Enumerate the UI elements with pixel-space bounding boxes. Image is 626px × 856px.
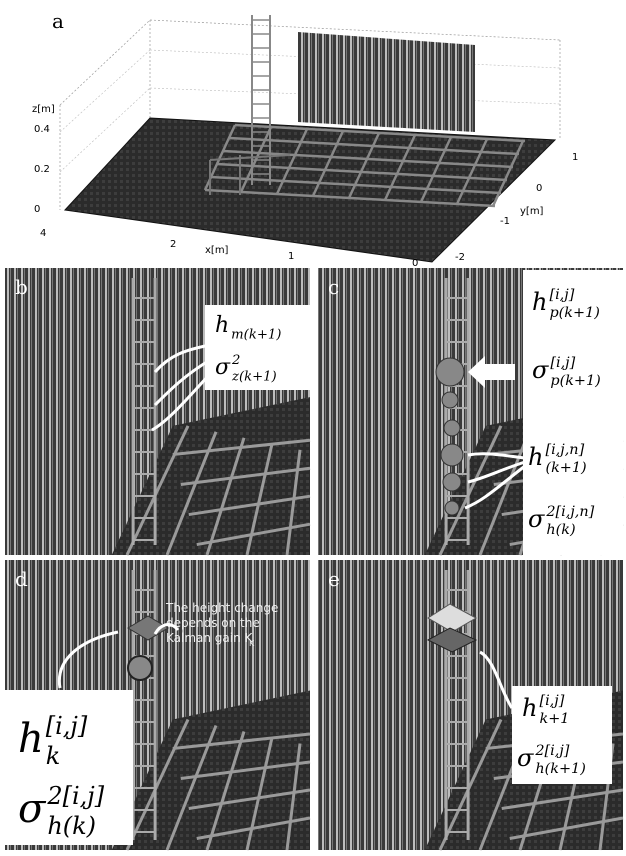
particle (436, 358, 464, 386)
math-sub: k+1 (539, 711, 569, 727)
note-text: depends on the (166, 616, 260, 630)
math-sub: p(k+1) (550, 373, 600, 389)
math-sub: h(k) (47, 812, 96, 840)
math-sup: 2 (231, 353, 240, 368)
math-base: h (215, 313, 229, 338)
math-sup: [i,j] (46, 712, 88, 740)
math-base: σ (18, 786, 47, 832)
panel-label: d (15, 567, 28, 591)
math-base: h (18, 716, 44, 762)
math-base: h (532, 288, 547, 316)
x-tick-label: 2 (170, 239, 176, 250)
panel-label: a (52, 9, 64, 33)
particle (444, 420, 460, 436)
axis-label: z[m] (32, 104, 55, 115)
x-tick-label: 0 (412, 258, 418, 269)
particle (445, 501, 459, 515)
axis-label: y[m] (520, 206, 544, 217)
particle (441, 444, 463, 466)
z-tick-label: 0 (34, 204, 40, 215)
math-sup: [i,j,n] (545, 442, 584, 458)
x-tick-label: 4 (40, 228, 46, 239)
z-tick-label: 0.2 (34, 164, 50, 175)
y-tick-label: -2 (455, 252, 465, 263)
note-sub: K (249, 639, 255, 648)
math-sup: 2[i,j] (534, 743, 569, 759)
math-base: h (528, 443, 543, 471)
panel-label: c (328, 275, 339, 299)
math-sup: [i,j] (539, 693, 564, 709)
wall (298, 32, 475, 132)
axis-label: x[m] (205, 245, 229, 256)
math-sub: m(k+1) (231, 328, 281, 343)
panel-label: e (328, 567, 340, 591)
y-tick-label: 1 (572, 152, 578, 163)
math-sub: k (46, 742, 61, 770)
math-sup: 2[i,j] (46, 782, 104, 810)
panel-label: b (15, 275, 28, 299)
math-sub: h(k) (546, 522, 575, 538)
z-tick-label: 0.4 (34, 124, 50, 135)
particle (442, 392, 458, 408)
math-sup: 2[i,j,n] (545, 504, 594, 520)
figure: az[m]0.40.20x[m]4210y[m]10-1-2bcdehm(k+1… (0, 0, 626, 856)
math-base: h (522, 694, 537, 722)
y-tick-label: -1 (500, 216, 510, 227)
math-base: σ (532, 356, 549, 384)
note-text: Kalman gain K (166, 631, 254, 645)
particle (443, 473, 461, 491)
line (60, 50, 150, 132)
x-tick-label: 1 (288, 251, 294, 262)
math-sub: p(k+1) (549, 305, 599, 321)
math-sub: z(k+1) (231, 370, 277, 385)
note-text: The height change (165, 601, 278, 615)
math-sub: h(k+1) (535, 761, 585, 777)
line (60, 20, 150, 105)
math-base: σ (517, 744, 534, 772)
math-base: σ (528, 505, 545, 533)
math-sub: (k+1) (545, 460, 586, 476)
math-base: σ (215, 355, 231, 380)
math-sup: [i,j] (550, 355, 575, 371)
page: az[m]0.40.20x[m]4210y[m]10-1-2bcdehm(k+1… (0, 0, 626, 856)
math-sup: [i,j] (549, 287, 574, 303)
y-tick-label: 0 (536, 183, 542, 194)
particle (128, 656, 152, 680)
